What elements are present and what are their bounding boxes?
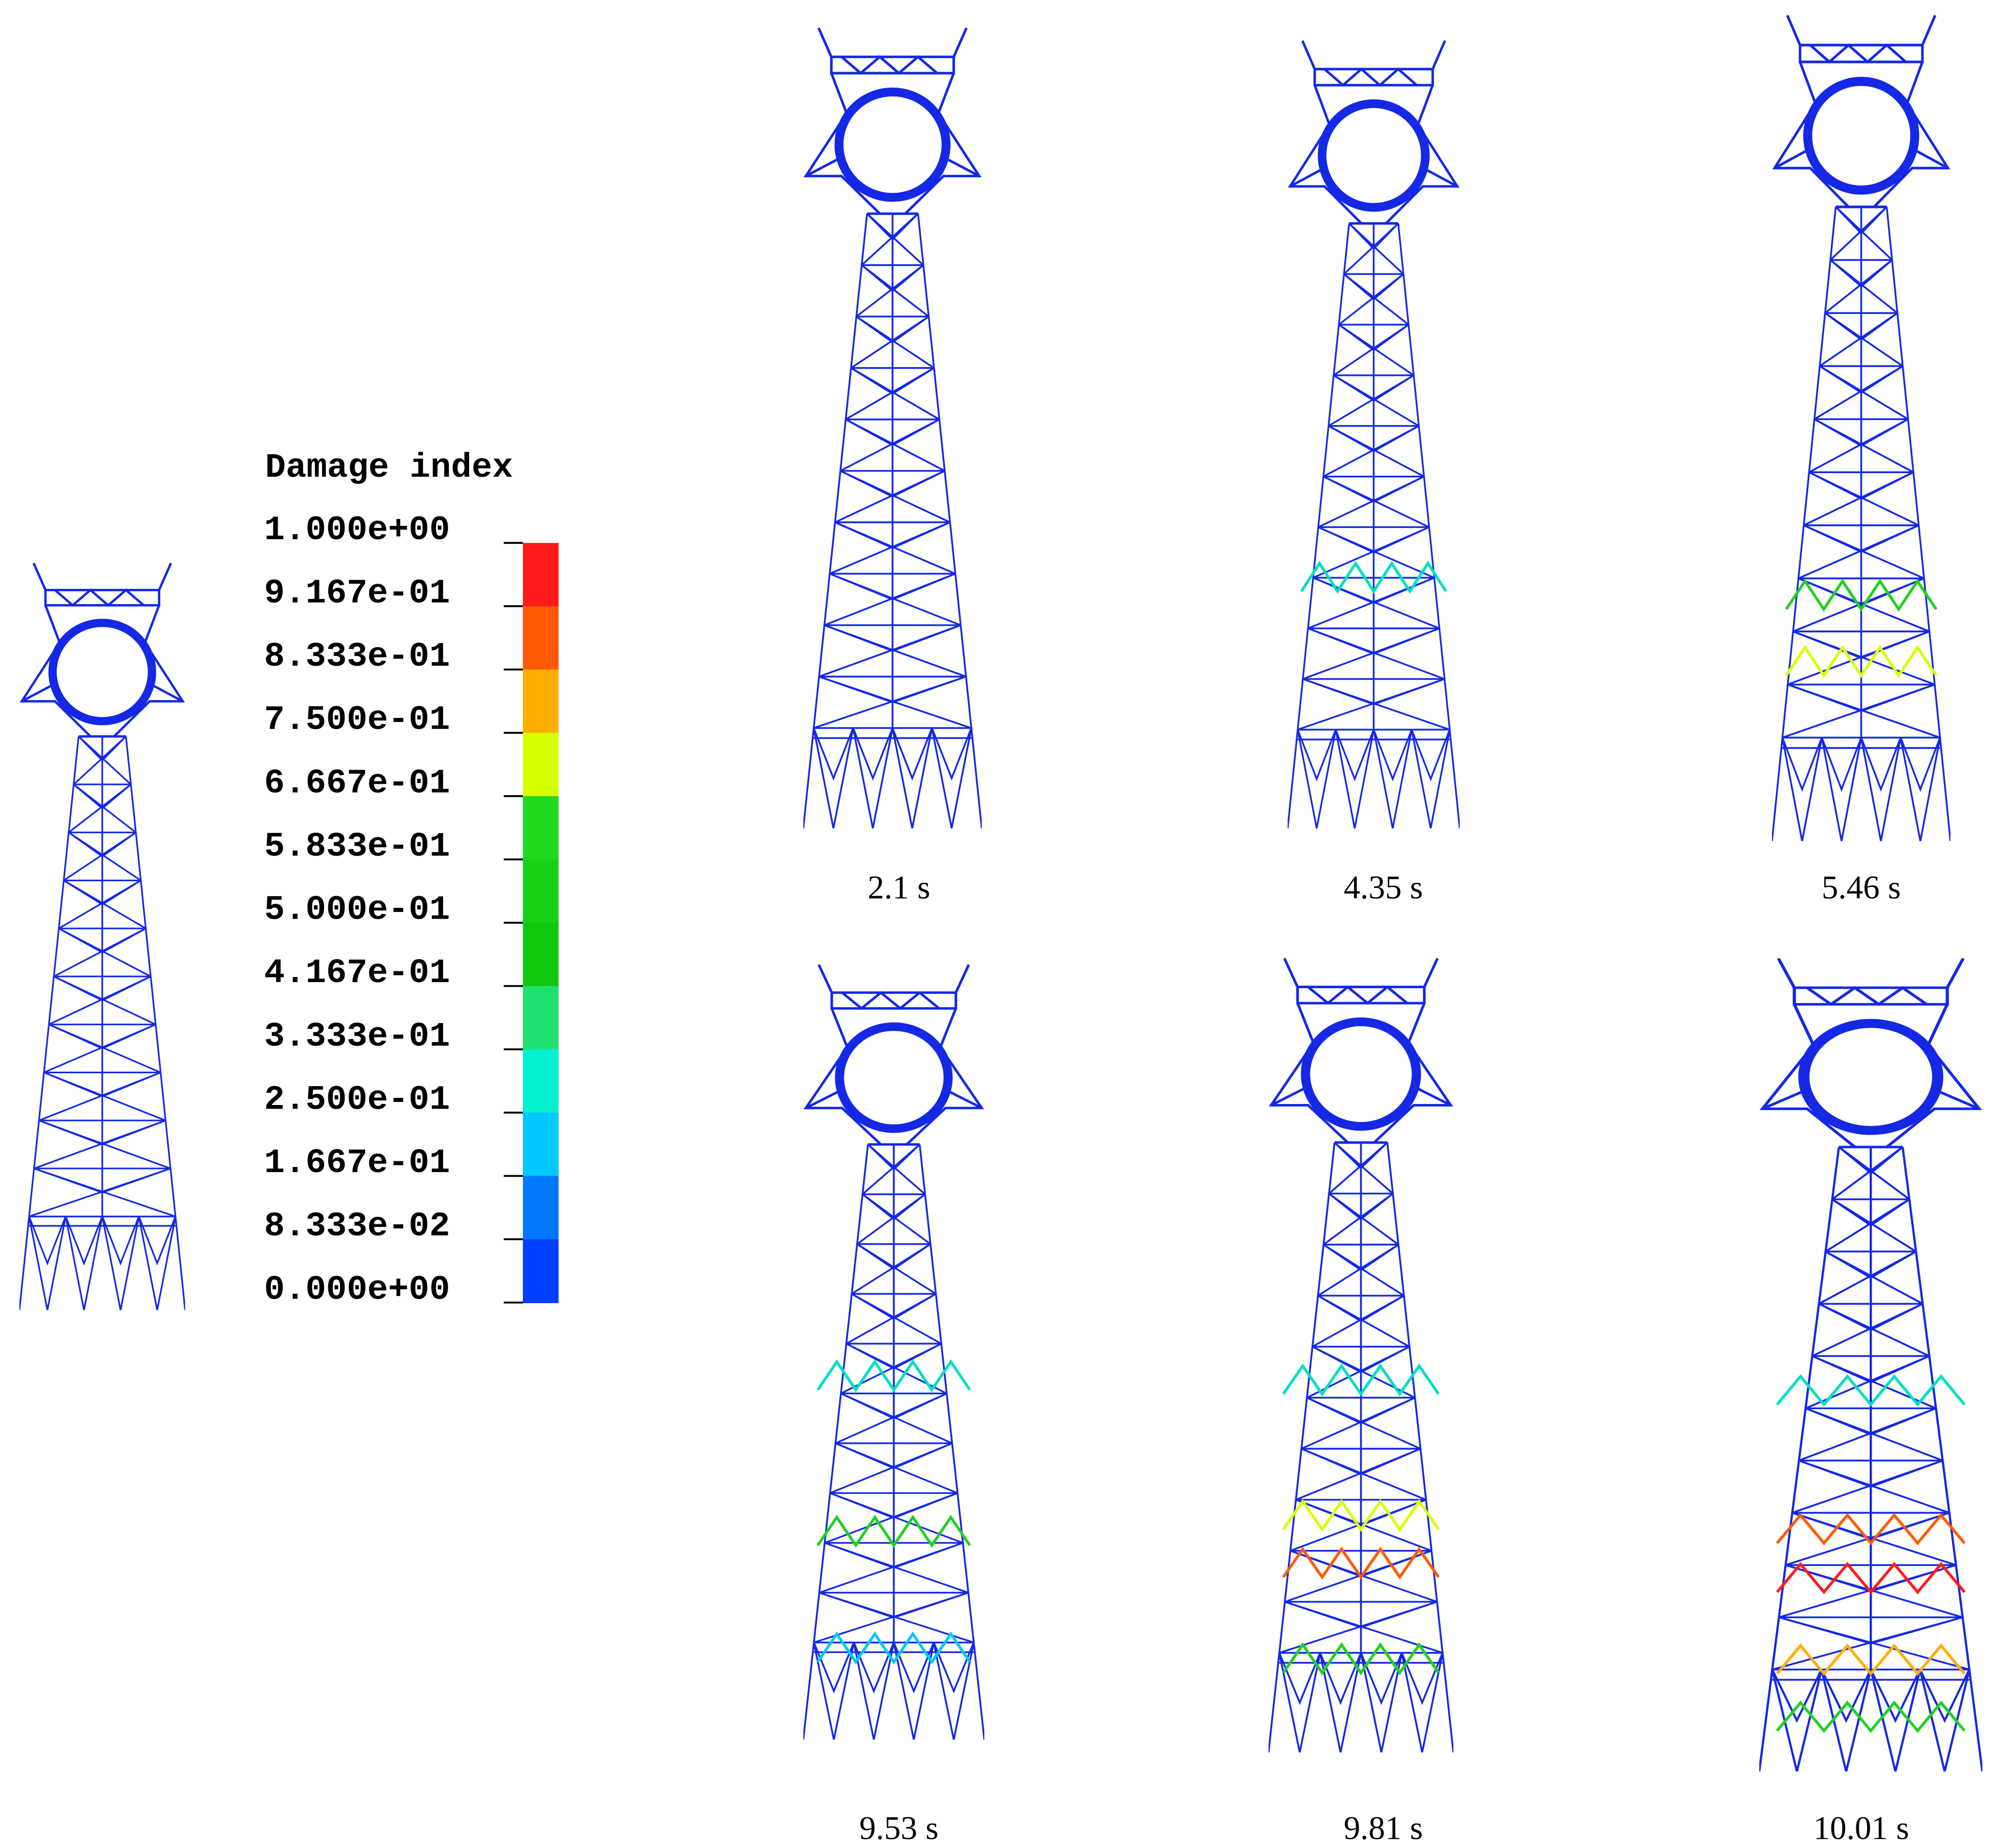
tower [803, 28, 982, 829]
damage-members [1282, 1363, 1440, 1397]
tower [1759, 959, 1982, 1772]
color-band [523, 923, 559, 987]
color-band [523, 1049, 559, 1114]
panel-caption: 5.46 s [1822, 869, 1901, 906]
color-band [523, 1112, 559, 1177]
tower [1287, 40, 1459, 828]
color-band [523, 669, 559, 734]
panel-caption: 10.01 s [1813, 1810, 1909, 1846]
damage-members [1282, 1642, 1440, 1675]
damage-members [1776, 1374, 1966, 1407]
legend-label: 2.500e-01 [264, 1080, 450, 1119]
legend-label: 5.833e-01 [264, 827, 450, 866]
color-band [523, 606, 559, 670]
damage-members [1776, 1562, 1966, 1595]
towers: 2.1 s 4.35 s 5.46 s 9.53 s 9.81 s 10.01 s [19, 15, 1982, 1846]
legend-label: 8.333e-02 [264, 1207, 450, 1246]
color-band [523, 543, 559, 607]
damage-members [816, 1359, 971, 1393]
color-band [523, 1176, 559, 1240]
damage-members [1785, 579, 1938, 612]
legend-label: 1.667e-01 [264, 1144, 450, 1183]
legend-label: 5.000e-01 [264, 891, 450, 930]
panel-caption: 4.35 s [1344, 869, 1423, 906]
color-band [523, 796, 559, 860]
damage-members [1282, 1499, 1440, 1532]
tower [1268, 959, 1453, 1753]
panel-caption: 9.81 s [1344, 1810, 1423, 1846]
tower [803, 965, 984, 1740]
legend-label: 0.000e+00 [264, 1270, 450, 1309]
legend-label: 3.333e-01 [264, 1017, 450, 1056]
legend-label: 9.167e-01 [264, 574, 450, 613]
legend-label: 8.333e-01 [264, 638, 450, 676]
legend-label: 1.000e+00 [264, 511, 450, 550]
color-band [523, 733, 559, 797]
color-band [523, 1239, 559, 1303]
damage-members [816, 1515, 971, 1548]
legend-label: 4.167e-01 [264, 954, 450, 993]
damage-members [816, 1631, 971, 1665]
damage-members [1776, 1643, 1966, 1676]
legend-title: Damage index [265, 449, 513, 487]
legend-label: 6.667e-01 [264, 764, 450, 803]
tower [19, 563, 185, 1310]
damage-members [1776, 1700, 1966, 1733]
damage-members [1282, 1546, 1440, 1580]
damage-members [1776, 1513, 1966, 1545]
tower [1772, 15, 1950, 841]
panel-caption: 9.53 s [859, 1810, 939, 1846]
legend: 1.000e+00 9.167e-01 8.333e-01 7.500e-01 6.66… [264, 511, 559, 1309]
color-band [523, 986, 559, 1050]
damage-members [1785, 645, 1938, 678]
color-band [523, 859, 559, 924]
panel-caption: 2.1 s [867, 869, 930, 906]
legend-label: 7.500e-01 [264, 701, 450, 740]
damage-members [1300, 561, 1447, 594]
